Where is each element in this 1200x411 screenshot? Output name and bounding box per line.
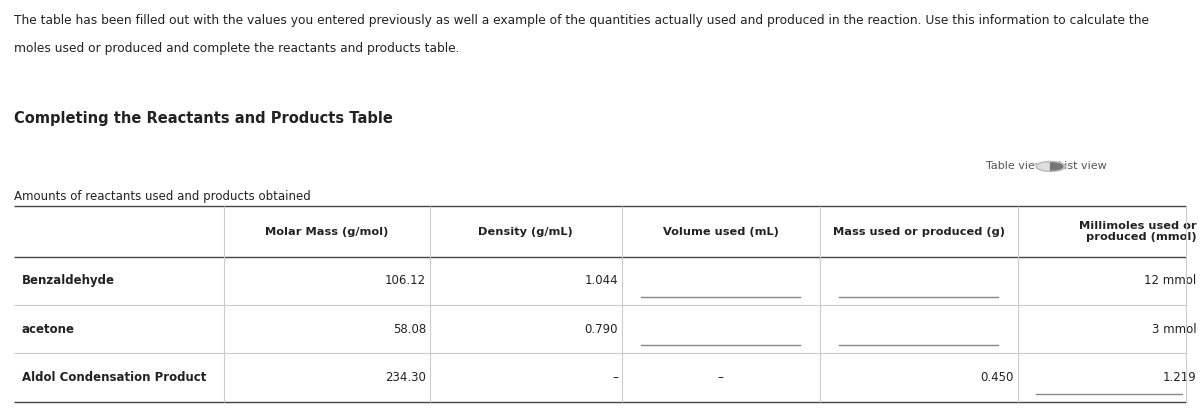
Text: acetone: acetone: [22, 323, 74, 336]
Text: 1.044: 1.044: [584, 275, 618, 287]
Text: 106.12: 106.12: [385, 275, 426, 287]
Text: 58.08: 58.08: [392, 323, 426, 336]
Text: Molar Mass (g/mol): Molar Mass (g/mol): [265, 226, 389, 237]
Wedge shape: [1051, 162, 1063, 171]
Text: 1.219: 1.219: [1163, 371, 1196, 384]
Text: 234.30: 234.30: [385, 371, 426, 384]
Text: 0.790: 0.790: [584, 323, 618, 336]
Text: Millimoles used or
produced (mmol): Millimoles used or produced (mmol): [1079, 221, 1196, 242]
Text: Amounts of reactants used and products obtained: Amounts of reactants used and products o…: [14, 190, 311, 203]
Text: –: –: [718, 371, 724, 384]
Text: The table has been filled out with the values you entered previously as well a e: The table has been filled out with the v…: [14, 14, 1150, 28]
Text: 0.450: 0.450: [980, 371, 1014, 384]
Text: Density (g/mL): Density (g/mL): [479, 226, 572, 237]
Text: Completing the Reactants and Products Table: Completing the Reactants and Products Ta…: [14, 111, 394, 126]
Text: moles used or produced and complete the reactants and products table.: moles used or produced and complete the …: [14, 42, 460, 55]
Text: –: –: [612, 371, 618, 384]
Text: 12 mmol: 12 mmol: [1144, 275, 1196, 287]
Text: Volume used (mL): Volume used (mL): [662, 226, 779, 237]
Text: Benzaldehyde: Benzaldehyde: [22, 275, 115, 287]
Text: Table view: Table view: [986, 162, 1044, 171]
Text: Mass used or produced (g): Mass used or produced (g): [833, 226, 1004, 237]
Text: 3 mmol: 3 mmol: [1152, 323, 1196, 336]
Circle shape: [1036, 162, 1066, 171]
Text: Aldol Condensation Product: Aldol Condensation Product: [22, 371, 206, 384]
Text: List view: List view: [1058, 162, 1108, 171]
